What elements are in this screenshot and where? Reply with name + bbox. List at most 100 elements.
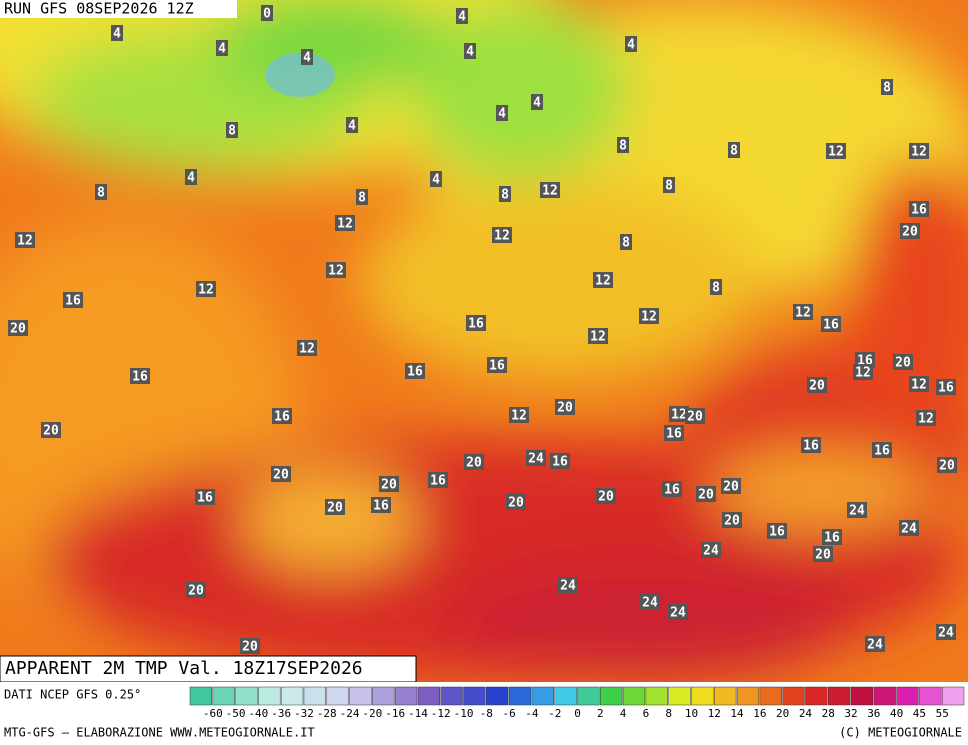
contour-label: 24 bbox=[867, 638, 883, 653]
contour-label-box bbox=[540, 182, 560, 198]
contour-label-box bbox=[271, 466, 291, 482]
contour-label-box bbox=[405, 363, 425, 379]
contour-label: 8 bbox=[228, 124, 236, 139]
contour-label-box bbox=[428, 472, 448, 488]
contour-label-box bbox=[881, 79, 893, 95]
contour-label-box bbox=[261, 5, 273, 21]
contour-label: 4 bbox=[466, 45, 474, 60]
contour-label-box bbox=[620, 234, 632, 250]
contour-label: 12 bbox=[511, 409, 527, 424]
legend-swatch bbox=[486, 686, 509, 706]
contour-label-box bbox=[701, 542, 721, 558]
legend-swatch bbox=[691, 686, 714, 706]
contour-label-box bbox=[710, 279, 722, 295]
contour-label-box bbox=[487, 357, 507, 373]
contour-label-box bbox=[558, 577, 578, 593]
contour-label-box bbox=[663, 177, 675, 193]
contour-label-box bbox=[335, 215, 355, 231]
contour-label: 8 bbox=[665, 179, 673, 194]
legend-swatch bbox=[782, 686, 805, 706]
legend-label: 8 bbox=[665, 707, 672, 720]
contour-label: 16 bbox=[824, 531, 840, 546]
legend-swatch bbox=[941, 686, 965, 706]
contour-label: 16 bbox=[874, 444, 890, 459]
legend-label: -4 bbox=[525, 707, 539, 720]
contour-label-box bbox=[721, 478, 741, 494]
contour-label-box bbox=[937, 457, 957, 473]
legend-label: 2 bbox=[597, 707, 604, 720]
contour-label: 8 bbox=[97, 186, 105, 201]
contour-label-box bbox=[272, 408, 292, 424]
title-box bbox=[0, 655, 417, 683]
contour-label: 20 bbox=[724, 514, 740, 529]
legend-swatch bbox=[531, 686, 554, 706]
legend-label: -28 bbox=[317, 707, 337, 720]
contour-label: 16 bbox=[552, 455, 568, 470]
contour-label: 16 bbox=[65, 294, 81, 309]
contour-label-box bbox=[506, 494, 526, 510]
contour-label-box bbox=[240, 638, 260, 654]
contour-label-box bbox=[625, 36, 637, 52]
contour-label-box bbox=[499, 186, 511, 202]
contour-label-box bbox=[526, 450, 546, 466]
contour-label-box bbox=[301, 49, 313, 65]
legend-swatch bbox=[622, 686, 646, 706]
contour-label-box bbox=[371, 497, 391, 513]
legend-label: 36 bbox=[867, 707, 880, 720]
contour-label-box bbox=[696, 486, 716, 502]
legend-swatch bbox=[850, 686, 874, 706]
contour-label-box bbox=[596, 488, 616, 504]
contour-label-box bbox=[909, 143, 929, 159]
contour-label-box bbox=[936, 624, 956, 640]
contour-label: 12 bbox=[855, 366, 871, 381]
legend-swatch bbox=[326, 686, 349, 706]
contour-label: 16 bbox=[430, 474, 446, 489]
contour-label-box bbox=[216, 40, 228, 56]
contour-label: 8 bbox=[730, 144, 738, 159]
run-label: RUN GFS 08SEP2026 12Z bbox=[4, 0, 194, 18]
contour-label-box bbox=[325, 499, 345, 515]
legend-label: -14 bbox=[408, 707, 428, 720]
legend-label: -16 bbox=[385, 707, 405, 720]
legend-label: -24 bbox=[340, 707, 360, 720]
contour-label: 24 bbox=[642, 596, 658, 611]
legend-swatch bbox=[759, 686, 782, 706]
source-label: DATI NCEP GFS 0.25° bbox=[4, 688, 141, 702]
legend-swatch bbox=[303, 686, 327, 706]
contour-label: 4 bbox=[432, 173, 440, 188]
contour-label-box bbox=[900, 223, 920, 239]
contour-label: 20 bbox=[327, 501, 343, 516]
contour-label: 20 bbox=[381, 478, 397, 493]
contour-label: 12 bbox=[17, 234, 33, 249]
contour-label-box bbox=[8, 320, 28, 336]
contour-label-box bbox=[63, 292, 83, 308]
contour-label-box bbox=[639, 308, 659, 324]
contour-label: 12 bbox=[911, 378, 927, 393]
legend-swatch bbox=[349, 686, 372, 706]
legend-label: 6 bbox=[643, 707, 650, 720]
legend-label: 40 bbox=[890, 707, 903, 720]
legend-label: -32 bbox=[294, 707, 314, 720]
legend-label: 4 bbox=[620, 707, 627, 720]
contour-label-box bbox=[531, 94, 543, 110]
contour-label-box bbox=[822, 529, 842, 545]
contour-label: 16 bbox=[274, 410, 290, 425]
contour-label: 12 bbox=[198, 283, 214, 298]
contour-label-box bbox=[847, 502, 867, 518]
legend-swatch bbox=[919, 686, 942, 706]
contour-label-box bbox=[41, 422, 61, 438]
legend-swatch bbox=[736, 686, 760, 706]
contour-label: 12 bbox=[595, 274, 611, 289]
contour-label: 20 bbox=[939, 459, 955, 474]
contour-label: 12 bbox=[641, 310, 657, 325]
legend-label: 28 bbox=[822, 707, 835, 720]
contour-label-box bbox=[464, 43, 476, 59]
contour-label-box bbox=[899, 520, 919, 536]
legend-swatch bbox=[668, 686, 691, 706]
contour-label: 24 bbox=[849, 504, 865, 519]
legend-swatch bbox=[372, 686, 395, 706]
contour-label: 16 bbox=[132, 370, 148, 385]
contour-label: 8 bbox=[712, 281, 720, 296]
legend-label: -12 bbox=[431, 707, 451, 720]
